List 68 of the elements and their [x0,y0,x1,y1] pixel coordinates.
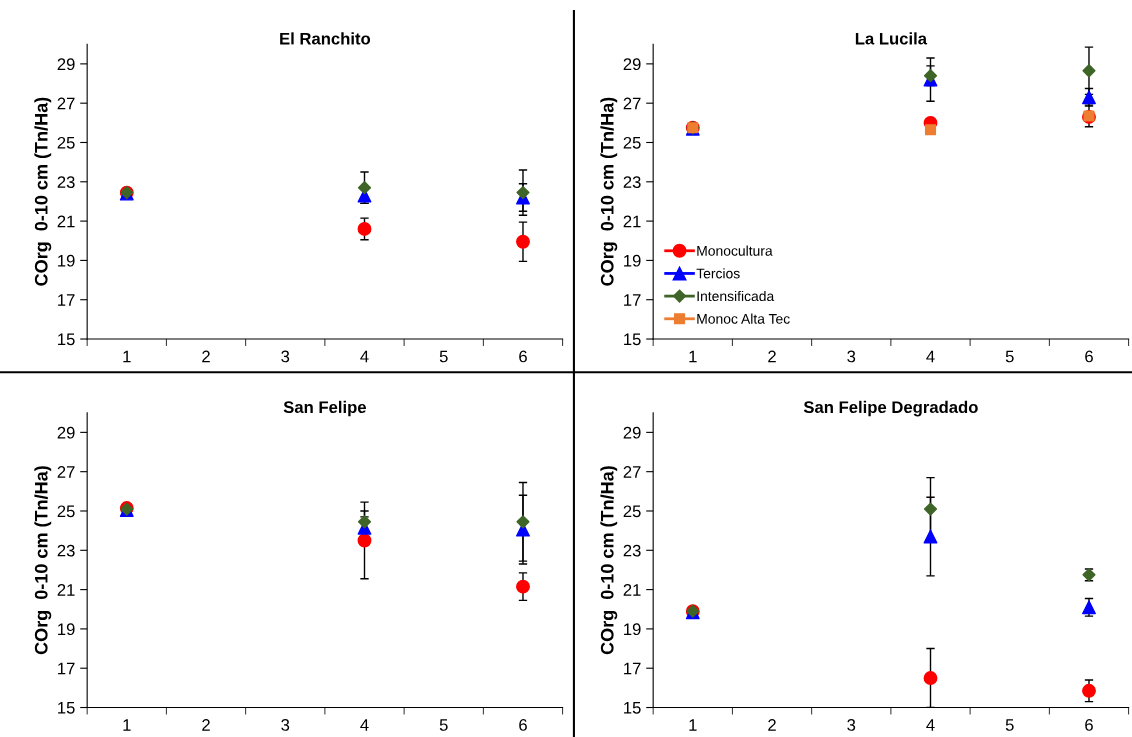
x-tick-label: 5 [439,350,448,363]
legend-label: Intensificada [697,290,775,302]
y-tick-label: 21 [57,584,75,596]
y-tick-label: 27 [623,466,641,478]
y-tick-label: 27 [57,97,75,110]
y-tick-label: 29 [623,426,641,439]
x-tick-label: 2 [202,350,210,363]
y-tick-label: 15 [58,333,75,346]
legend-label: Monocultura [697,245,773,256]
y-tick-label: 29 [57,426,75,439]
x-tick-label: 1 [689,350,697,363]
y-tick-label: 19 [58,254,75,267]
x-tick-label: 6 [1085,719,1093,731]
x-tick-label: 5 [439,719,448,731]
y-tick-label: 15 [58,702,75,714]
y-tick-label: 25 [623,136,641,149]
x-tick-label: 1 [689,719,697,731]
x-tick-label: 3 [281,719,290,731]
x-tick-label: 5 [1005,719,1014,731]
y-tick-label: 19 [58,623,75,636]
y-tick-label: 21 [623,215,641,228]
y-tick-label: 25 [623,505,641,518]
y-tick-label: 29 [623,58,641,71]
y-tick-label: 23 [57,176,75,188]
y-tick-label: 23 [57,544,75,557]
x-tick-label: 4 [360,350,369,363]
chart-title: El Ranchito [280,32,371,45]
legend-label: Tercios [696,268,740,279]
x-tick-label: 2 [202,719,210,731]
x-tick-label: 3 [847,350,856,363]
y-tick-label: 25 [57,505,75,518]
x-tick-label: 3 [847,719,856,731]
x-tick-label: 1 [123,350,131,363]
y-tick-label: 27 [57,466,75,478]
chart-title: San Felipe Degradado [803,400,978,417]
y-tick-label: 15 [624,702,641,714]
x-tick-label: 2 [768,350,776,363]
y-tick-label: 21 [57,215,75,228]
y-axis-title: COrg 0-10 cm (Tn/Ha) [34,466,52,655]
x-tick-label: 6 [1085,350,1093,363]
y-tick-label: 21 [623,584,641,596]
x-tick-label: 5 [1005,350,1014,363]
legend-label: Monoc Alta Tec [697,313,790,324]
x-tick-label: 3 [281,350,290,363]
x-tick-label: 6 [519,719,527,731]
y-axis-title: COrg 0-10 cm (Tn/Ha) [600,466,618,655]
y-tick-label: 27 [623,97,641,110]
y-axis-title: COrg 0-10 cm (Tn/Ha) [600,97,618,286]
x-tick-label: 4 [360,719,369,731]
chart-title: San Felipe [283,400,366,417]
y-tick-label: 25 [57,136,75,149]
x-tick-label: 4 [926,719,935,731]
x-tick-label: 4 [926,350,935,363]
x-tick-label: 6 [519,350,527,363]
y-tick-label: 23 [623,544,641,557]
y-tick-label: 17 [58,662,75,675]
y-tick-label: 17 [624,662,641,675]
y-tick-label: 29 [57,58,75,71]
y-tick-label: 17 [624,294,641,306]
x-tick-label: 2 [768,719,776,731]
y-axis-title: COrg 0-10 cm (Tn/Ha) [34,97,52,286]
y-tick-label: 23 [623,176,641,188]
y-tick-label: 15 [624,333,641,346]
y-tick-label: 17 [58,294,75,306]
chart-title: La Lucila [855,32,928,45]
y-tick-label: 19 [624,623,641,636]
x-tick-label: 1 [123,719,131,731]
y-tick-label: 19 [624,254,641,267]
